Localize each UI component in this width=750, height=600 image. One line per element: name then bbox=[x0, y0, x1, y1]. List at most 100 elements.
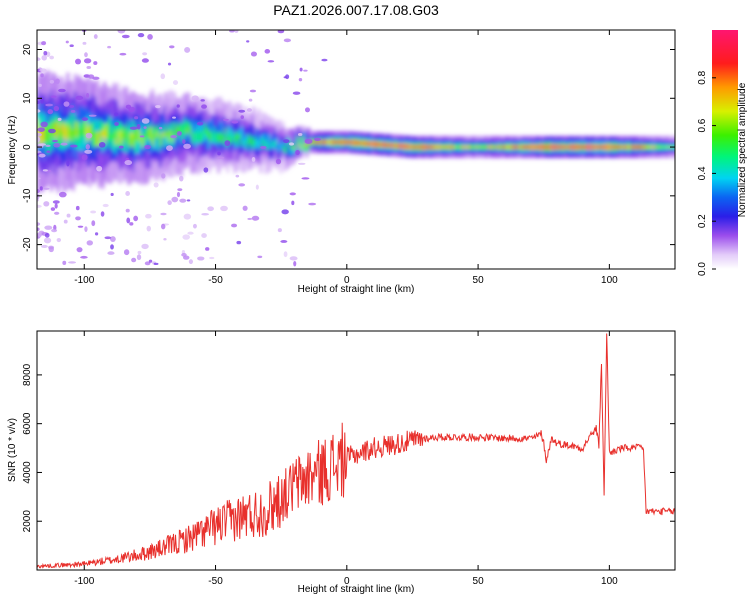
spectrogram-cell bbox=[255, 128, 259, 143]
spectrogram-cell bbox=[266, 142, 270, 151]
spectrogram-noise bbox=[47, 109, 54, 115]
spectrogram-noise bbox=[183, 213, 192, 220]
spectrogram-cell bbox=[307, 143, 311, 147]
spectrogram-noise bbox=[51, 139, 59, 143]
spectrogram-cell bbox=[454, 145, 458, 149]
spectrogram-cell bbox=[593, 145, 597, 149]
spectrogram-noise bbox=[49, 79, 55, 84]
spectrogram-cell bbox=[163, 134, 167, 147]
spectrogram-cell bbox=[283, 145, 287, 152]
spectrogram-cell bbox=[233, 135, 237, 145]
spectrogram-cell bbox=[419, 145, 423, 149]
spectrogram-cell bbox=[112, 125, 116, 140]
spectrogram-noise bbox=[53, 142, 61, 148]
spectrogram-noise bbox=[93, 61, 98, 66]
spectrogram-xtick-label: -100 bbox=[74, 275, 94, 286]
spectrogram-cell bbox=[53, 119, 57, 137]
spectrogram-noise bbox=[54, 203, 58, 209]
spectrogram-noise bbox=[275, 158, 282, 165]
spectrogram-noise bbox=[160, 212, 167, 216]
spectrogram-cell bbox=[663, 145, 667, 149]
spectrogram-cell bbox=[536, 145, 540, 149]
spectrogram-noise bbox=[301, 177, 310, 180]
spectrogram-ytick-label: 10 bbox=[22, 92, 33, 104]
spectrogram-noise bbox=[314, 137, 321, 142]
spectrogram-noise bbox=[124, 160, 133, 166]
spectrogram-noise bbox=[85, 132, 93, 139]
spectrogram-cell bbox=[325, 141, 329, 143]
spectrogram-cell bbox=[529, 145, 533, 149]
snr-xtick-label: -100 bbox=[74, 576, 94, 587]
spectrogram-noise bbox=[220, 205, 228, 212]
spectrogram-noise bbox=[37, 204, 42, 208]
spectrogram-cell bbox=[507, 145, 511, 149]
spectrogram-noise bbox=[81, 117, 89, 121]
spectrogram-cell bbox=[116, 122, 120, 138]
spectrogram-cell bbox=[132, 120, 136, 144]
spectrogram-noise bbox=[246, 40, 250, 43]
spectrogram-cell bbox=[360, 141, 364, 145]
spectrogram-noise bbox=[297, 162, 306, 165]
spectrogram-cell bbox=[562, 146, 566, 148]
spectrogram-cell bbox=[658, 145, 662, 149]
spectrogram-cell bbox=[130, 132, 134, 146]
spectrogram-noise bbox=[92, 76, 100, 80]
spectrogram-cell bbox=[342, 140, 346, 144]
spectrogram-cell bbox=[446, 145, 450, 149]
spectrogram-cell bbox=[474, 146, 478, 148]
spectrogram-cell bbox=[44, 125, 48, 143]
spectrogram-noise bbox=[160, 73, 166, 80]
spectrogram-cell bbox=[134, 129, 138, 154]
spectrogram-noise bbox=[200, 99, 205, 102]
spectrogram-cell bbox=[253, 137, 257, 146]
spectrogram-noise bbox=[62, 260, 67, 265]
colorbar-tick-label: 0.8 bbox=[697, 70, 708, 84]
spectrogram-noise bbox=[298, 77, 303, 82]
spectrogram-noise bbox=[56, 237, 62, 243]
spectrogram-cell bbox=[121, 132, 125, 147]
spectrogram-noise bbox=[39, 186, 43, 191]
spectrogram-cell bbox=[380, 143, 384, 147]
spectrogram-cell bbox=[542, 145, 546, 149]
spectrogram-cell bbox=[248, 131, 252, 156]
spectrogram-noise bbox=[54, 211, 60, 215]
spectrogram-cell bbox=[286, 141, 290, 145]
spectrogram-cell bbox=[617, 145, 621, 149]
spectrogram-cell bbox=[294, 132, 298, 147]
snr-ytick-label: 6000 bbox=[22, 412, 33, 435]
spectrogram-cell bbox=[150, 124, 154, 138]
spectrogram-cell bbox=[608, 145, 612, 149]
spectrogram-cell bbox=[248, 134, 252, 143]
spectrogram-noise bbox=[58, 88, 66, 93]
spectrogram-cell bbox=[452, 145, 456, 149]
spectrogram-cell bbox=[338, 140, 342, 144]
spectrogram-cell bbox=[149, 127, 153, 140]
spectrogram-cell bbox=[217, 116, 221, 145]
spectrogram-noise bbox=[207, 206, 214, 212]
spectrogram-cell bbox=[272, 141, 276, 149]
spectrogram-cell bbox=[154, 127, 158, 140]
spectrogram-cell bbox=[577, 145, 581, 149]
spectrogram-cell bbox=[395, 144, 399, 148]
spectrogram-cell bbox=[200, 130, 204, 141]
spectrogram-cell bbox=[38, 128, 42, 146]
spectrogram-cell bbox=[136, 128, 140, 142]
spectrogram-cell bbox=[228, 133, 232, 144]
spectrogram-cell bbox=[345, 140, 349, 144]
spectrogram-cell bbox=[101, 130, 105, 138]
spectrogram-noise bbox=[169, 45, 175, 49]
spectrogram-noise bbox=[75, 58, 82, 65]
spectrogram-cell bbox=[584, 145, 588, 149]
spectrogram-cell bbox=[143, 131, 147, 145]
spectrogram-cell bbox=[377, 142, 381, 147]
spectrogram-cell bbox=[581, 145, 585, 149]
spectrogram-noise bbox=[176, 131, 182, 136]
spectrogram-cell bbox=[169, 129, 173, 142]
spectrogram-cell bbox=[99, 126, 103, 142]
spectrogram-cell bbox=[428, 145, 432, 149]
spectrogram-cell bbox=[209, 131, 213, 143]
spectrogram-cell bbox=[601, 146, 605, 148]
spectrogram-cell bbox=[557, 146, 561, 148]
spectrogram-cell bbox=[373, 142, 377, 146]
spectrogram-cell bbox=[220, 133, 224, 143]
